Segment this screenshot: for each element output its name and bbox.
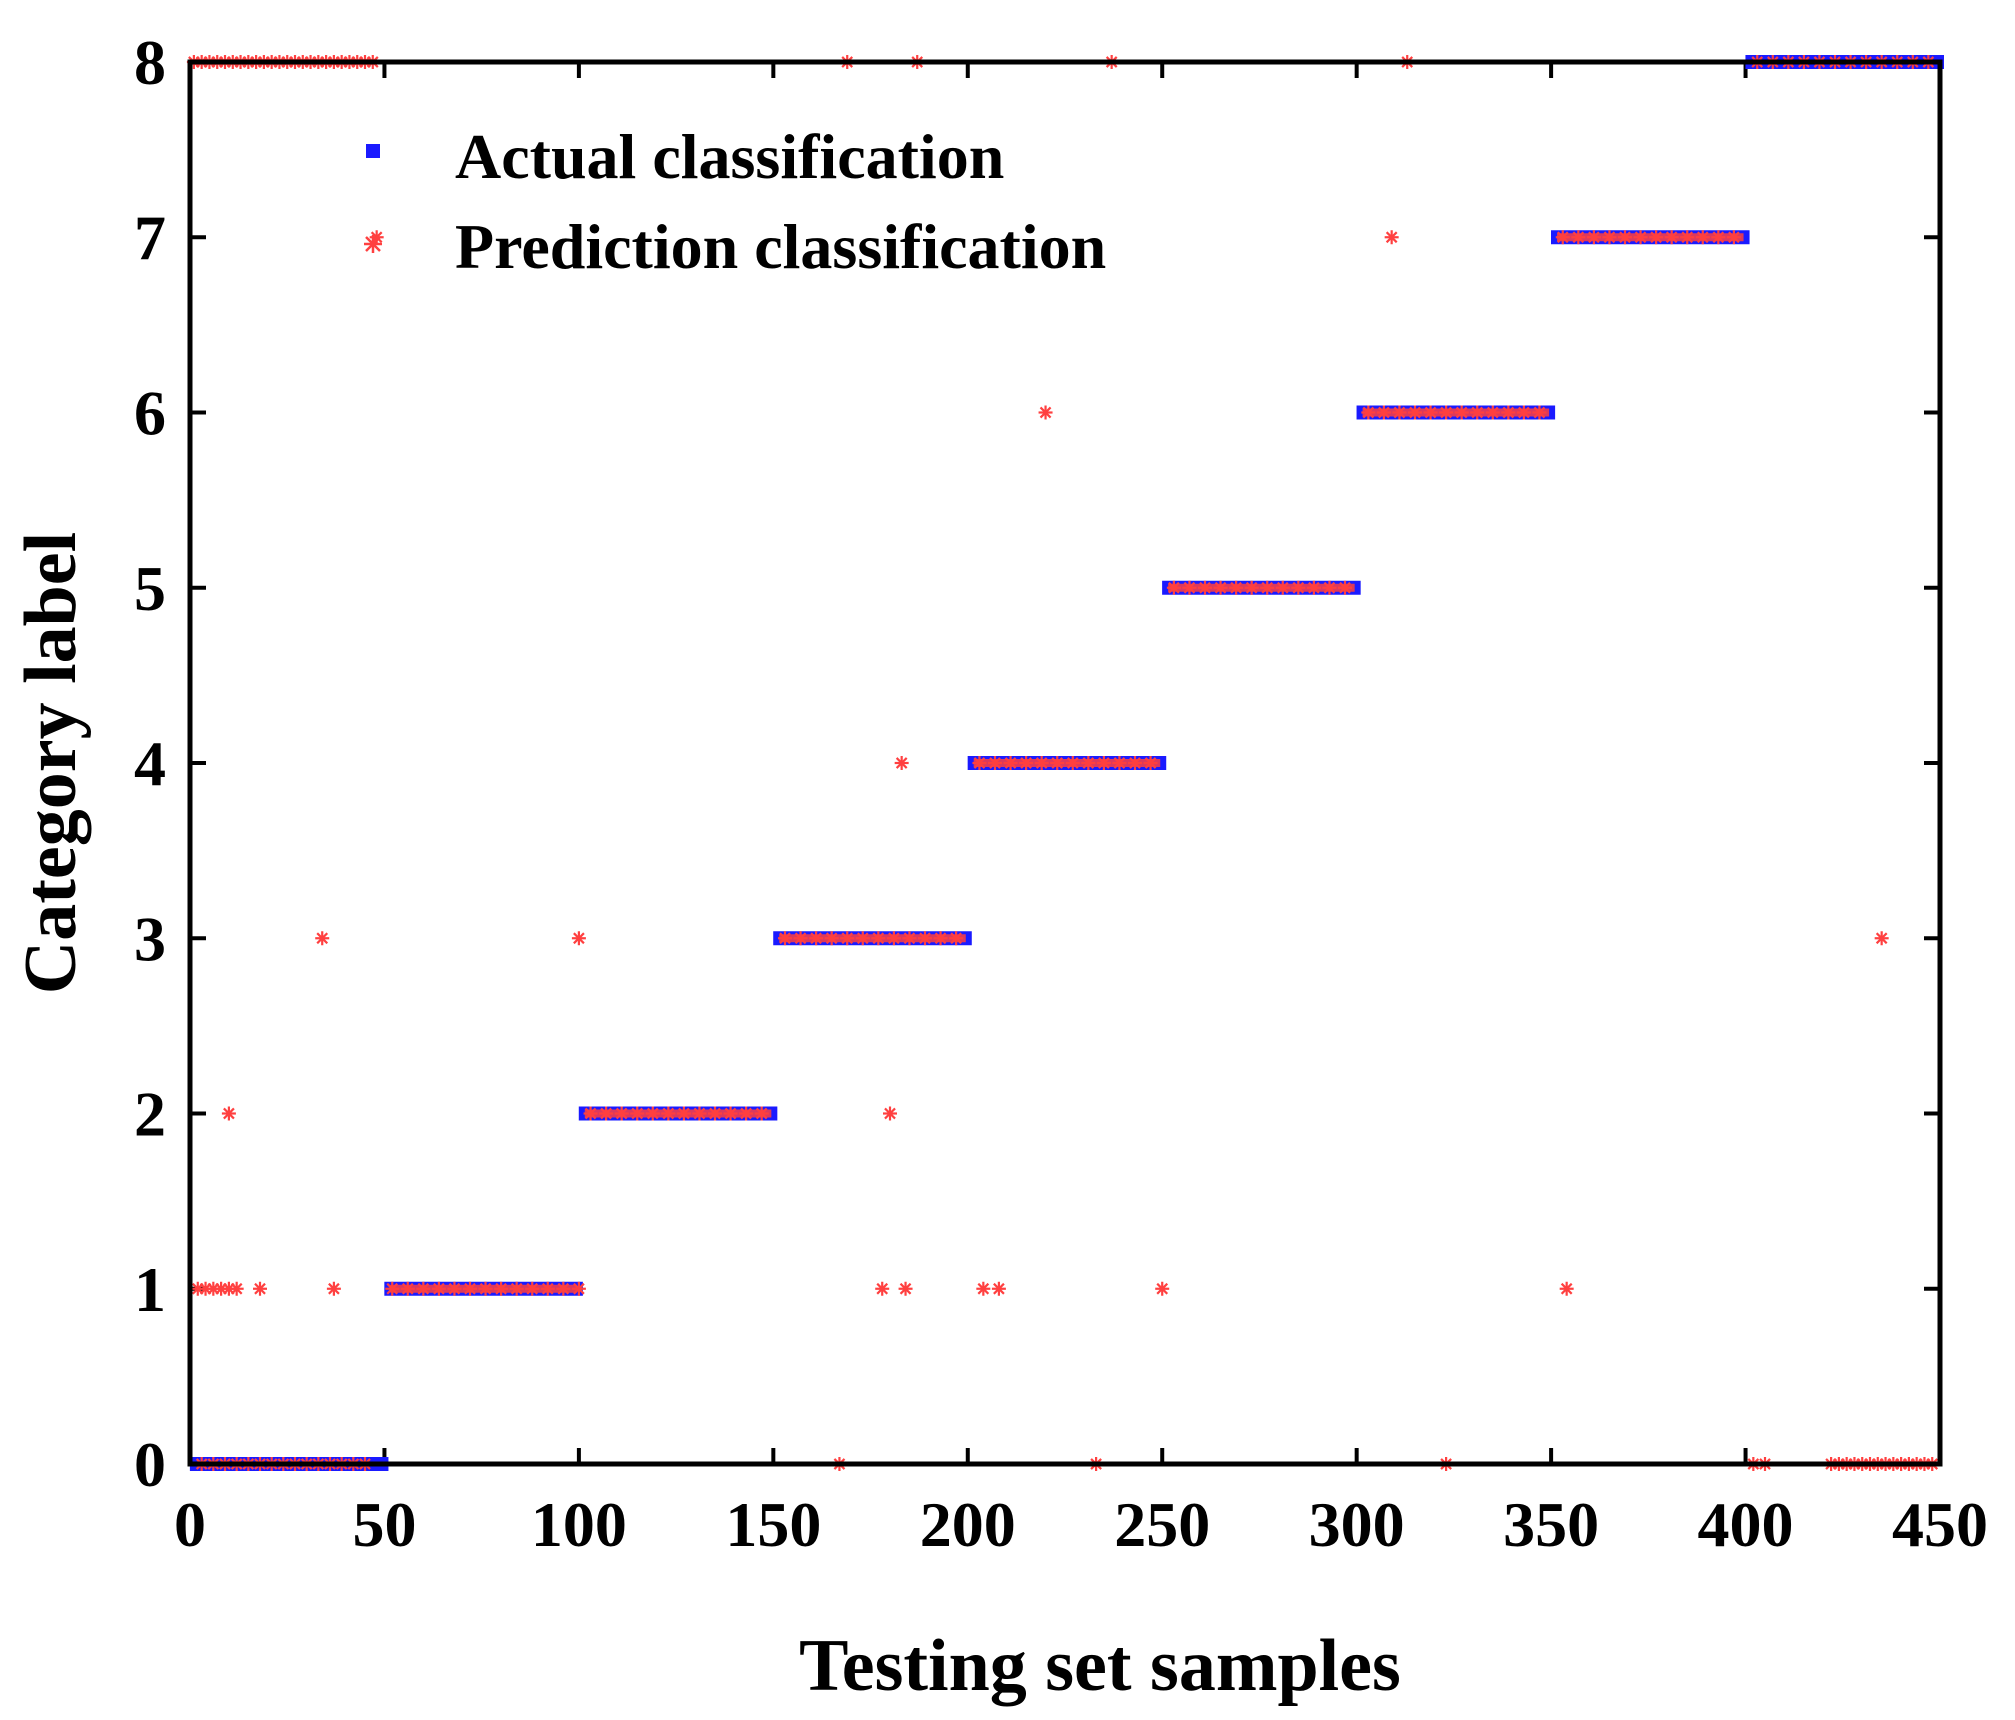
y-tick-label: 5 (134, 553, 166, 624)
y-tick-label: 7 (134, 202, 166, 273)
x-tick-label: 300 (1309, 1489, 1405, 1560)
y-tick-label: 0 (134, 1429, 166, 1500)
prediction-point (315, 931, 330, 946)
x-axis-title: Testing set samples (799, 1625, 1401, 1707)
x-tick-label: 250 (1114, 1489, 1210, 1560)
x-tick-label: 150 (725, 1489, 821, 1560)
prediction-band (1168, 583, 1355, 592)
x-tick-label: 100 (531, 1489, 627, 1560)
x-tick-label: 50 (352, 1489, 416, 1560)
prediction-point (326, 1281, 341, 1296)
prediction-band (973, 759, 1161, 767)
y-tick-label: 2 (134, 1079, 166, 1150)
prediction-point (221, 1106, 236, 1121)
x-tick-label: 350 (1503, 1489, 1599, 1560)
prediction-band (390, 1284, 577, 1293)
plot-area (186, 55, 1944, 1471)
x-tick-label: 450 (1892, 1489, 1988, 1560)
prediction-point (1155, 1281, 1170, 1296)
prediction-point (1874, 931, 1889, 946)
x-tick-label: 200 (920, 1489, 1016, 1560)
prediction-point (229, 1281, 244, 1296)
prediction-point (1384, 230, 1399, 245)
prediction-point (571, 931, 586, 946)
prediction-band (779, 934, 966, 943)
prediction-point (894, 756, 909, 770)
x-tick-label: 400 (1698, 1489, 1794, 1560)
prediction-point (976, 1281, 991, 1296)
legend-label-actual: Actual classification (455, 121, 1004, 192)
prediction-point (875, 1281, 890, 1296)
prediction-band (1557, 233, 1744, 242)
prediction-band (584, 1109, 772, 1118)
legend-marker-prediction (364, 235, 382, 253)
y-tick-label: 1 (134, 1254, 166, 1325)
y-tick-label: 6 (134, 378, 166, 449)
legend-label-prediction: Prediction classification (455, 211, 1106, 282)
plot-frame (187, 59, 1943, 1467)
prediction-band (1362, 408, 1550, 417)
prediction-point (253, 1281, 267, 1296)
legend: Actual classification Prediction classif… (364, 121, 1106, 282)
legend-marker-actual (366, 144, 380, 158)
y-tick-label: 4 (134, 728, 166, 799)
prediction-point (1559, 1281, 1574, 1296)
prediction-point (1038, 405, 1053, 420)
y-tick-label: 3 (134, 903, 166, 974)
prediction-point (991, 1281, 1006, 1296)
y-tick-label: 8 (134, 27, 166, 98)
prediction-point (883, 1106, 897, 1121)
axes: 0 50 100 150 200 250 300 350 400 450 0 1 2 3 4 5 6 7 8 (134, 27, 1988, 1560)
prediction-point (898, 1281, 913, 1296)
y-axis-title: Category label (10, 532, 92, 994)
x-tick-label: 0 (174, 1489, 206, 1560)
